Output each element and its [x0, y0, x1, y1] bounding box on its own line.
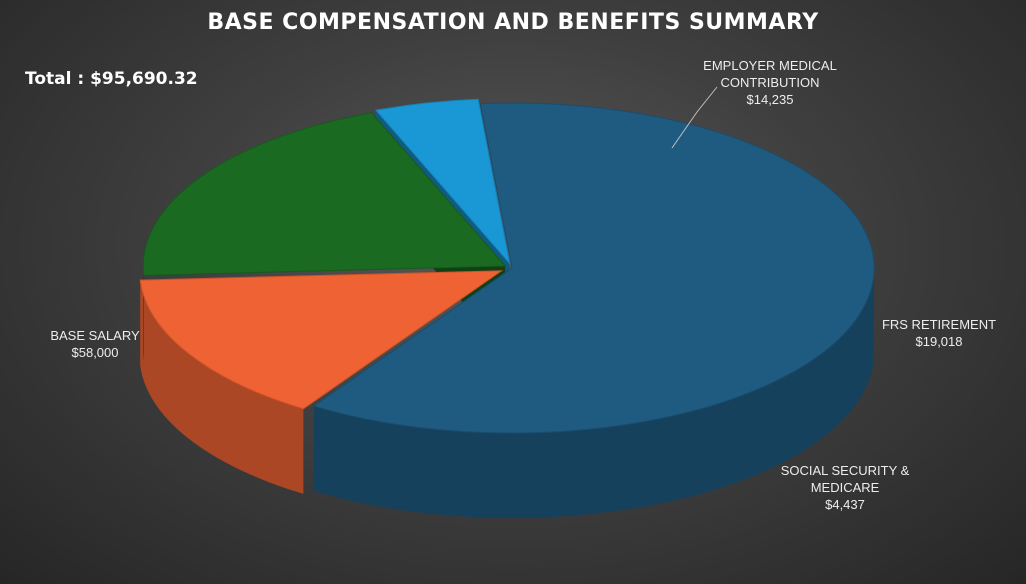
- pie-slice-side-0: [313, 268, 874, 518]
- slice-label-2: FRS RETIREMENT $19,018: [882, 317, 996, 349]
- leader-line: [671, 86, 718, 149]
- slice-label-0: BASE SALARY $58,000: [50, 328, 140, 360]
- slice-label-1: EMPLOYER MEDICAL CONTRIBUTION $14,235: [703, 58, 837, 107]
- slice-label-3: SOCIAL SECURITY & MEDICARE $4,437: [781, 463, 910, 512]
- pie-slice-side-1: [140, 280, 304, 494]
- pie-slice-2: [142, 112, 507, 276]
- total-label: Total : $95,690.32: [25, 69, 198, 89]
- pie-slice-1: [139, 270, 504, 410]
- pie-slice-3: [374, 98, 511, 266]
- chart-title: BASE COMPENSATION AND BENEFITS SUMMARY: [207, 10, 819, 35]
- pie-slice-0: [312, 102, 875, 434]
